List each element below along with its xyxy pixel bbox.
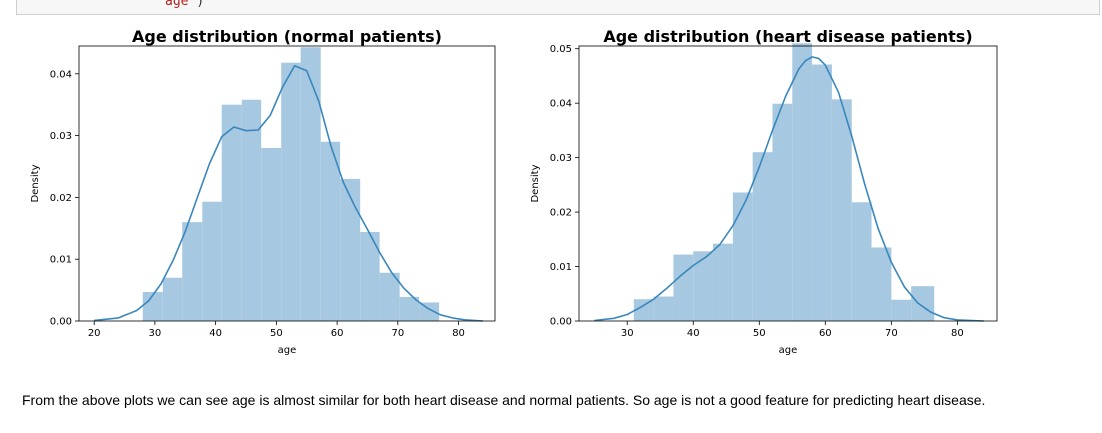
chart-heart-disease-patients: Age distribution (heart disease patients…	[530, 27, 998, 356]
histogram-bar	[162, 277, 183, 321]
histogram-bar	[693, 251, 714, 321]
histogram-bar	[792, 43, 813, 322]
y-tick-label: 0.04	[550, 99, 572, 110]
plot-frame	[578, 45, 998, 322]
histogram-bar	[752, 152, 773, 321]
y-axis-label: Density	[30, 164, 41, 202]
x-tick-label: 80	[951, 328, 964, 339]
code-close-paren: )	[196, 0, 205, 9]
y-tick-label: 0.04	[50, 69, 72, 80]
x-tick-label: 20	[88, 328, 101, 339]
x-tick-label: 70	[885, 328, 898, 339]
y-tick-label: 0.01	[50, 255, 72, 266]
histogram-bar	[673, 254, 694, 321]
y-tick-label: 0.02	[50, 193, 72, 204]
histogram-bar	[812, 64, 832, 322]
y-tick-label: 0.03	[550, 153, 572, 164]
histogram-bar	[891, 299, 912, 321]
chart-normal-patients: Age distribution (normal patients) 20 30 40…	[30, 27, 496, 356]
histogram-bar	[399, 296, 420, 321]
chart-title: Age distribution (heart disease patients…	[603, 27, 972, 46]
x-axis-label: age	[278, 345, 297, 356]
x-tick-label: 30	[149, 328, 162, 339]
x-tick-label: 50	[753, 328, 766, 339]
histogram-bar	[300, 47, 321, 321]
x-axis-label: age	[779, 345, 798, 356]
histogram-bar	[202, 201, 222, 321]
code-cell-tail: age )	[16, 0, 1100, 15]
y-tick-label: 0.00	[550, 317, 572, 328]
histogram-bar	[281, 62, 301, 321]
histogram-bar	[241, 99, 262, 322]
histogram-bar	[221, 104, 242, 322]
histogram-bar	[713, 243, 733, 321]
histogram-bar	[419, 302, 440, 321]
x-tick-label: 60	[331, 328, 344, 339]
histogram-bar	[340, 178, 361, 321]
histogram-bar	[871, 247, 892, 321]
histogram-bar	[320, 141, 341, 321]
x-tick-label: 30	[621, 328, 634, 339]
y-tick-label: 0.00	[50, 317, 72, 328]
y-tick-label: 0.02	[550, 208, 572, 219]
histogram-bar	[851, 202, 872, 321]
histogram-bar	[653, 296, 674, 321]
x-tick-label: 80	[452, 328, 465, 339]
histogram-bar	[360, 232, 380, 321]
y-axis-label: Density	[530, 164, 541, 202]
x-tick-label: 50	[270, 328, 283, 339]
plot-frame	[78, 45, 496, 322]
histogram-bar	[911, 286, 935, 321]
code-snippet: age )	[165, 0, 204, 9]
histogram-bar	[772, 103, 793, 321]
x-tick-label: 40	[687, 328, 700, 339]
histogram-bar	[633, 299, 654, 321]
y-tick-label: 0.05	[550, 44, 572, 55]
y-tick-label: 0.01	[550, 262, 572, 273]
histogram-bar	[182, 222, 203, 321]
histogram-bar	[379, 272, 400, 321]
y-tick-label: 0.03	[50, 131, 72, 142]
conclusion-text: From the above plots we can see age is a…	[22, 392, 986, 408]
histogram-bar	[261, 147, 282, 321]
histogram-bar	[142, 291, 163, 321]
kde-line	[594, 56, 984, 322]
x-tick-label: 70	[391, 328, 404, 339]
histogram-bar	[732, 192, 753, 321]
x-tick-label: 40	[209, 328, 222, 339]
histogram-bar	[831, 99, 852, 321]
kde-line	[94, 64, 483, 322]
code-string: age	[165, 0, 189, 9]
chart-title: Age distribution (normal patients)	[132, 27, 442, 46]
x-tick-label: 60	[819, 328, 832, 339]
